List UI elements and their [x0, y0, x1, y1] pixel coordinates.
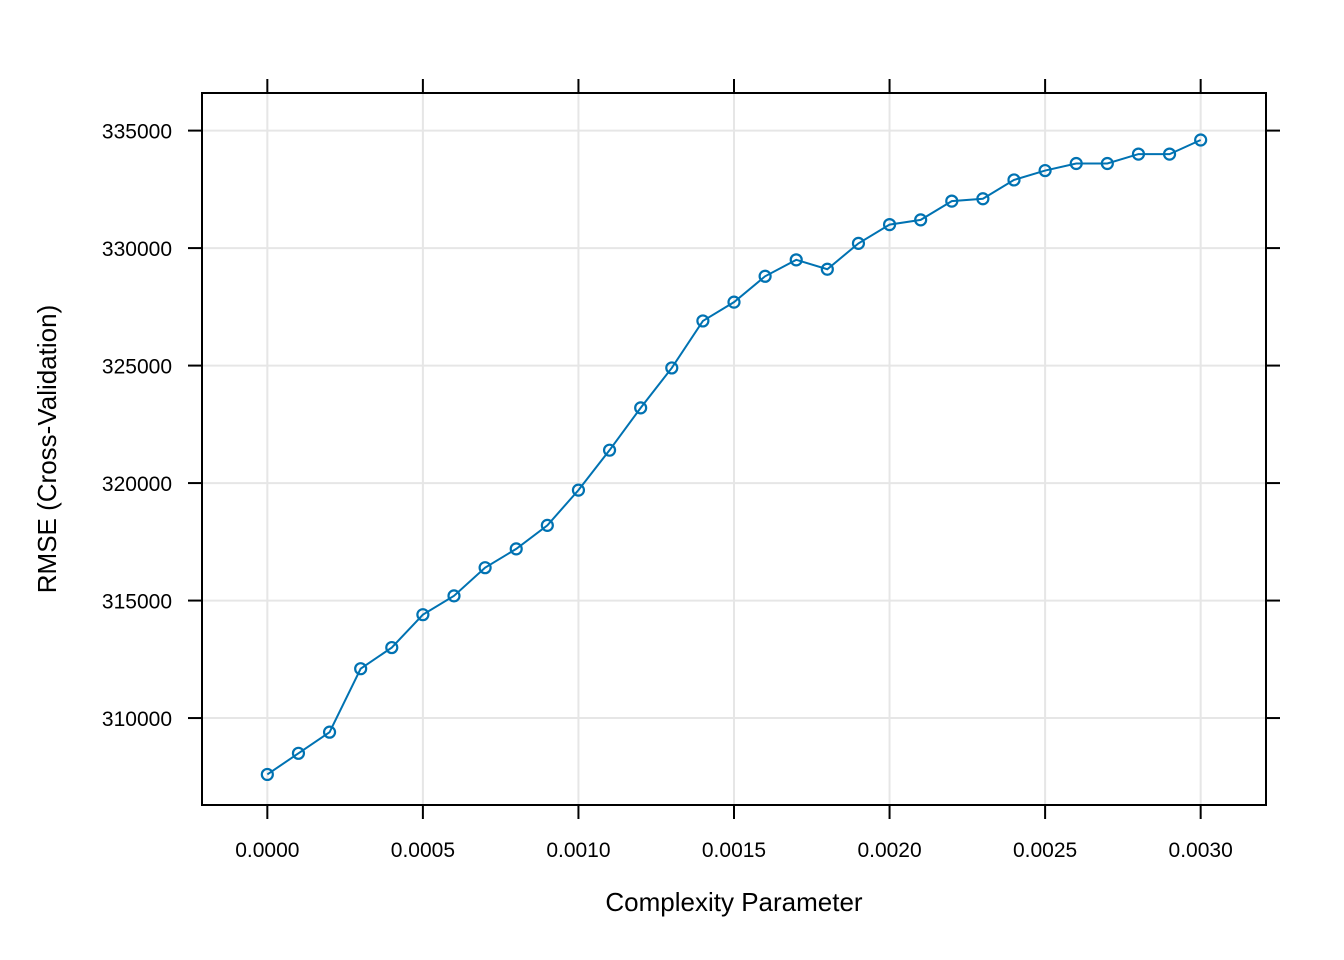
- data-point: [1194, 133, 1208, 147]
- data-point: [291, 746, 306, 760]
- data-point: [602, 443, 617, 457]
- data-point: [634, 401, 648, 415]
- data-point: [478, 561, 492, 575]
- x-tick-label: 0.0030: [1169, 839, 1233, 862]
- data-point: [945, 194, 959, 208]
- data-point: [1162, 147, 1177, 161]
- data-point: [789, 253, 803, 267]
- data-point: [1038, 163, 1052, 178]
- y-tick-label: 320000: [102, 473, 172, 496]
- data-point: [354, 662, 368, 676]
- y-axis-title: RMSE (Cross-Validation): [32, 305, 62, 593]
- data-point: [540, 518, 554, 532]
- data-point: [416, 608, 430, 622]
- x-tick-label: 0.0015: [702, 839, 766, 862]
- y-tick-label: 310000: [102, 708, 172, 731]
- data-point: [571, 483, 586, 497]
- x-tick-label: 0.0010: [546, 839, 610, 862]
- data-point: [260, 767, 274, 782]
- data-point: [322, 725, 337, 739]
- tick-labels: 0.0000 0.0005 0.0010 0.0015 0.0020 0.0025 0.00…: [102, 121, 1233, 862]
- grid-lines: [202, 93, 1266, 805]
- data-point: [914, 213, 928, 227]
- data-point: [385, 640, 399, 655]
- data-point: [882, 217, 897, 232]
- data-point: [758, 269, 772, 283]
- axis-ticks: [188, 79, 1280, 819]
- x-tick-label: 0.0000: [235, 839, 299, 862]
- y-tick-label: 330000: [102, 238, 172, 261]
- data-point: [820, 262, 834, 276]
- data-point: [1007, 173, 1021, 187]
- data-point: [447, 589, 461, 603]
- data-point: [665, 361, 679, 375]
- data-point: [851, 236, 866, 250]
- x-tick-label: 0.0020: [857, 839, 921, 862]
- data-point: [727, 295, 741, 309]
- data-point: [1100, 156, 1114, 171]
- data-point: [1069, 156, 1083, 171]
- x-tick-label: 0.0025: [1013, 839, 1077, 862]
- data-point: [696, 314, 710, 328]
- series-layer: [260, 133, 1208, 782]
- y-tick-label: 315000: [102, 591, 172, 614]
- data-point: [509, 542, 523, 556]
- y-tick-label: 325000: [102, 356, 172, 379]
- x-axis-title: Complexity Parameter: [605, 887, 863, 917]
- series-line: [266, 139, 1202, 776]
- data-point: [976, 192, 990, 206]
- y-tick-label: 335000: [102, 121, 172, 144]
- data-point: [1131, 147, 1146, 161]
- x-tick-label: 0.0005: [391, 839, 455, 862]
